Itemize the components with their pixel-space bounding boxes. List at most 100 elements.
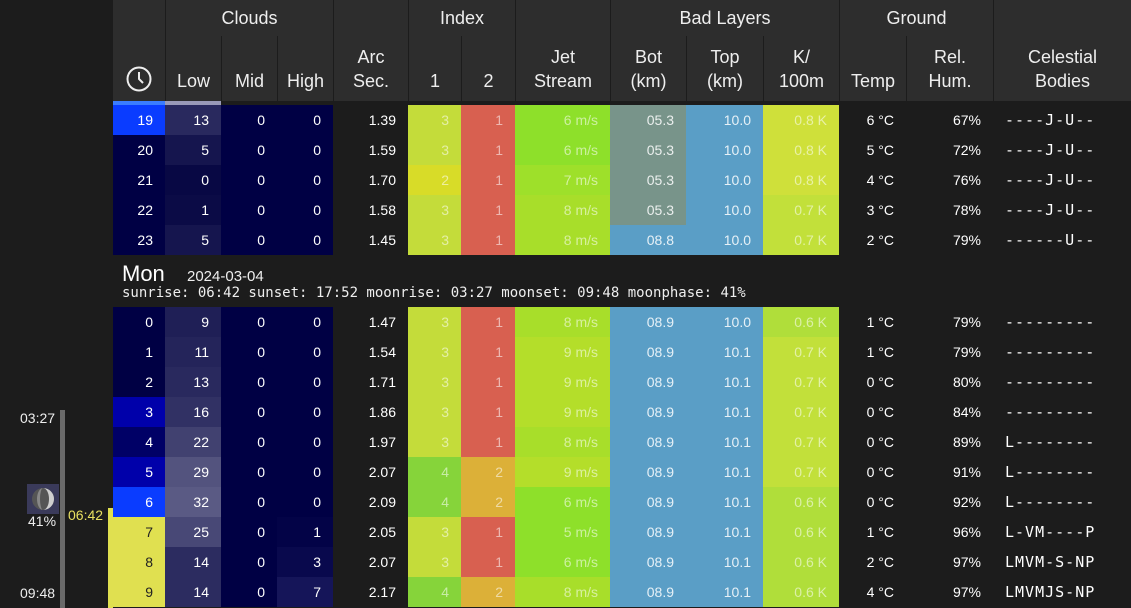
bad-layer-bot-cell: 08.9 bbox=[610, 547, 686, 577]
index1-cell: 3 bbox=[408, 337, 461, 367]
low-cloud-cell: 1 bbox=[165, 195, 221, 225]
rel-hum-cell: 89% bbox=[906, 427, 993, 457]
rel-hum-cell: 96% bbox=[906, 517, 993, 547]
high-cloud-cell: 0 bbox=[277, 105, 333, 135]
col-index-2: 2 bbox=[461, 36, 515, 101]
group-bad-layers: Bad Layers bbox=[610, 0, 839, 36]
index1-cell: 3 bbox=[408, 547, 461, 577]
moon-bar bbox=[60, 410, 65, 608]
low-cloud-cell: 16 bbox=[165, 397, 221, 427]
jet-stream-cell: 8 m/s bbox=[515, 195, 610, 225]
rel-hum-cell: 72% bbox=[906, 135, 993, 165]
arc-sec-cell: 2.17 bbox=[333, 577, 408, 607]
bad-layer-bot-cell: 05.3 bbox=[610, 165, 686, 195]
k-per-100m-cell: 0.7 K bbox=[763, 367, 839, 397]
celestial-cell: L-------- bbox=[993, 427, 1131, 457]
bad-layer-bot-cell: 08.9 bbox=[610, 307, 686, 337]
temp-cell: 0 °C bbox=[839, 367, 906, 397]
k-per-100m-cell: 0.7 K bbox=[763, 225, 839, 255]
celestial-cell: ------U-- bbox=[993, 225, 1131, 255]
mid-cloud-cell: 0 bbox=[221, 457, 277, 487]
moon-phase-icon bbox=[27, 484, 59, 514]
hour-cell: 2 bbox=[113, 367, 165, 397]
jet-stream-cell: 5 m/s bbox=[515, 517, 610, 547]
col-jet-l1: Jet bbox=[550, 47, 575, 67]
jet-stream-cell: 7 m/s bbox=[515, 165, 610, 195]
index2-cell: 1 bbox=[461, 427, 515, 457]
celestial-cell: LMVM-S-NP bbox=[993, 547, 1131, 577]
day-sun-moon-info: sunrise: 06:42 sunset: 17:52 moonrise: 0… bbox=[122, 285, 746, 301]
k-per-100m-cell: 0.7 K bbox=[763, 397, 839, 427]
high-cloud-cell: 0 bbox=[277, 487, 333, 517]
bad-layer-bot-cell: 08.9 bbox=[610, 427, 686, 457]
jet-stream-cell: 6 m/s bbox=[515, 105, 610, 135]
bad-layer-bot-cell: 05.3 bbox=[610, 135, 686, 165]
arc-sec-cell: 1.71 bbox=[333, 367, 408, 397]
temp-cell: 2 °C bbox=[839, 225, 906, 255]
bad-layer-top-cell: 10.1 bbox=[686, 457, 763, 487]
col-high: High bbox=[277, 36, 333, 101]
high-cloud-cell: 0 bbox=[277, 307, 333, 337]
temp-cell: 4 °C bbox=[839, 577, 906, 607]
col-top-l1: Top bbox=[710, 47, 740, 67]
rel-hum-cell: 79% bbox=[906, 225, 993, 255]
k-per-100m-cell: 0.6 K bbox=[763, 547, 839, 577]
col-bot-l2: (km) bbox=[630, 71, 667, 91]
jet-stream-cell: 6 m/s bbox=[515, 547, 610, 577]
arc-sec-cell: 1.45 bbox=[333, 225, 408, 255]
arc-sec-cell: 2.07 bbox=[333, 457, 408, 487]
col-jet-l2: Stream bbox=[533, 71, 593, 91]
col-rh-l1: Rel. bbox=[933, 47, 966, 67]
clock-icon bbox=[113, 0, 165, 101]
forecast-table: Clouds Index Bad Layers Ground Low Mid H… bbox=[113, 0, 1131, 607]
col-cel-l1: Celestial bbox=[1027, 47, 1098, 67]
rel-hum-cell: 84% bbox=[906, 397, 993, 427]
index2-cell: 1 bbox=[461, 367, 515, 397]
table-header: Clouds Index Bad Layers Ground Low Mid H… bbox=[113, 0, 1131, 105]
col-low: Low bbox=[165, 36, 221, 101]
bad-layer-bot-cell: 08.9 bbox=[610, 337, 686, 367]
low-cloud-cell: 14 bbox=[165, 547, 221, 577]
index1-cell: 3 bbox=[408, 105, 461, 135]
col-arc-sec: Arc Sec. bbox=[333, 0, 408, 101]
rel-hum-cell: 92% bbox=[906, 487, 993, 517]
temp-cell: 0 °C bbox=[839, 427, 906, 457]
low-cloud-cell: 13 bbox=[165, 105, 221, 135]
index1-cell: 3 bbox=[408, 307, 461, 337]
day-date: 2024-03-04 bbox=[187, 268, 264, 285]
celestial-cell: ----J-U-- bbox=[993, 195, 1131, 225]
col-index-1: 1 bbox=[408, 36, 461, 101]
col-rh-l2: Hum. bbox=[928, 71, 972, 91]
bad-layer-bot-cell: 08.9 bbox=[610, 517, 686, 547]
mid-cloud-cell: 0 bbox=[221, 577, 277, 607]
high-cloud-cell: 7 bbox=[277, 577, 333, 607]
jet-stream-cell: 8 m/s bbox=[515, 307, 610, 337]
mid-cloud-cell: 0 bbox=[221, 367, 277, 397]
jet-stream-cell: 9 m/s bbox=[515, 337, 610, 367]
current-hour-marker bbox=[113, 101, 165, 105]
k-per-100m-cell: 0.6 K bbox=[763, 487, 839, 517]
celestial-cell: L-------- bbox=[993, 457, 1131, 487]
bad-layer-bot-cell: 08.9 bbox=[610, 577, 686, 607]
bad-layer-top-cell: 10.0 bbox=[686, 195, 763, 225]
celestial-cell: ----J-U-- bbox=[993, 165, 1131, 195]
bad-layer-top-cell: 10.1 bbox=[686, 487, 763, 517]
low-cloud-cell: 22 bbox=[165, 427, 221, 457]
temp-cell: 1 °C bbox=[839, 337, 906, 367]
temp-cell: 1 °C bbox=[839, 517, 906, 547]
k-per-100m-cell: 0.7 K bbox=[763, 427, 839, 457]
high-cloud-cell: 0 bbox=[277, 397, 333, 427]
hour-cell: 5 bbox=[113, 457, 165, 487]
rel-hum-cell: 80% bbox=[906, 367, 993, 397]
arc-sec-cell: 1.70 bbox=[333, 165, 408, 195]
hour-cell: 6 bbox=[113, 487, 165, 517]
col-k-l2: 100m bbox=[778, 71, 825, 91]
index2-cell: 1 bbox=[461, 135, 515, 165]
index1-cell: 3 bbox=[408, 517, 461, 547]
celestial-cell: --------- bbox=[993, 367, 1131, 397]
rel-hum-cell: 78% bbox=[906, 195, 993, 225]
temp-cell: 0 °C bbox=[839, 397, 906, 427]
